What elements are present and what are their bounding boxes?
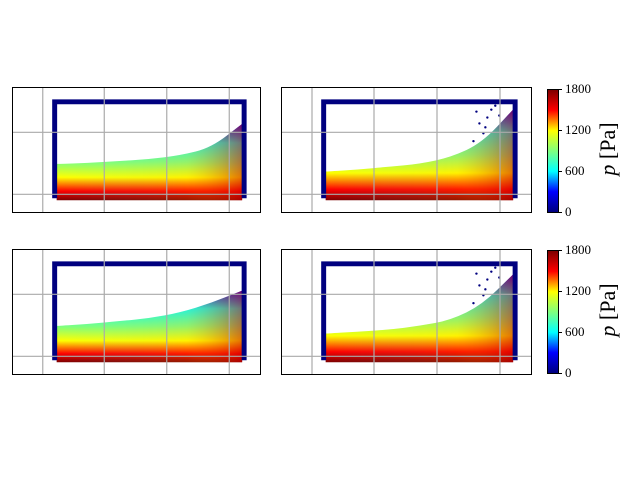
splash-particle: [478, 122, 481, 125]
colorbar-tick-label: 1200: [565, 122, 591, 137]
colorbar-tick-label: 600: [565, 324, 585, 339]
colorbar-tick-label: 1800: [565, 242, 591, 257]
pressure-field-plot: [13, 88, 260, 212]
colorbar-label-variable: p: [595, 164, 620, 176]
splash-particle: [494, 266, 497, 269]
colorbar-tick-label: 1800: [565, 81, 591, 96]
colorbar-tick: [559, 250, 562, 251]
splash-particle: [472, 139, 475, 143]
panel-row1-right: [281, 87, 532, 213]
splash-particle: [490, 108, 493, 111]
splash-particle: [486, 278, 489, 281]
splash-particle: [486, 116, 489, 119]
colorbar-label-unit: [Pa]: [595, 122, 620, 165]
colorbar-tick: [559, 212, 562, 213]
colorbar: [547, 89, 559, 213]
tank-wall: [52, 99, 247, 199]
panel-row2-left: [12, 249, 261, 375]
tank-wall: [321, 261, 518, 361]
colorbar-tick-label: 0: [565, 204, 572, 219]
colorbar-tick: [559, 332, 562, 333]
colorbar-tick: [559, 373, 562, 374]
pressure-field-plot: [13, 250, 260, 374]
tank-wall: [321, 99, 518, 199]
colorbar-label: p [Pa]: [595, 270, 621, 350]
panel-row2-right: [281, 249, 532, 375]
fluid-pressure-field-shade: [56, 290, 243, 363]
pressure-field-plot: [282, 88, 531, 212]
colorbar-label: p [Pa]: [595, 109, 621, 189]
fluid-pressure-field-shade: [325, 274, 514, 363]
fluid-pressure-field-shade: [325, 109, 514, 201]
colorbar-tick: [559, 130, 562, 131]
colorbar-tick: [559, 171, 562, 172]
colorbar-label-unit: [Pa]: [595, 283, 620, 326]
colorbar-tick: [559, 89, 562, 90]
colorbar-label-variable: p: [595, 325, 620, 337]
fluid-pressure-field-shade: [56, 123, 243, 201]
colorbar: [547, 250, 559, 374]
tank-wall: [52, 261, 247, 361]
colorbar-tick-label: 1200: [565, 283, 591, 298]
splash-particle: [490, 270, 493, 273]
splash-particle: [475, 272, 478, 275]
splash-particle: [478, 284, 481, 287]
splash-particle: [484, 288, 487, 291]
splash-particle: [484, 126, 487, 129]
splash-particle: [475, 110, 478, 113]
pressure-field-plot: [282, 250, 531, 374]
colorbar-tick: [559, 291, 562, 292]
splash-particle: [494, 104, 497, 107]
panel-row1-left: [12, 87, 261, 213]
splash-particle: [472, 301, 475, 305]
colorbar-tick-label: 0: [565, 365, 572, 380]
colorbar-tick-label: 600: [565, 163, 585, 178]
